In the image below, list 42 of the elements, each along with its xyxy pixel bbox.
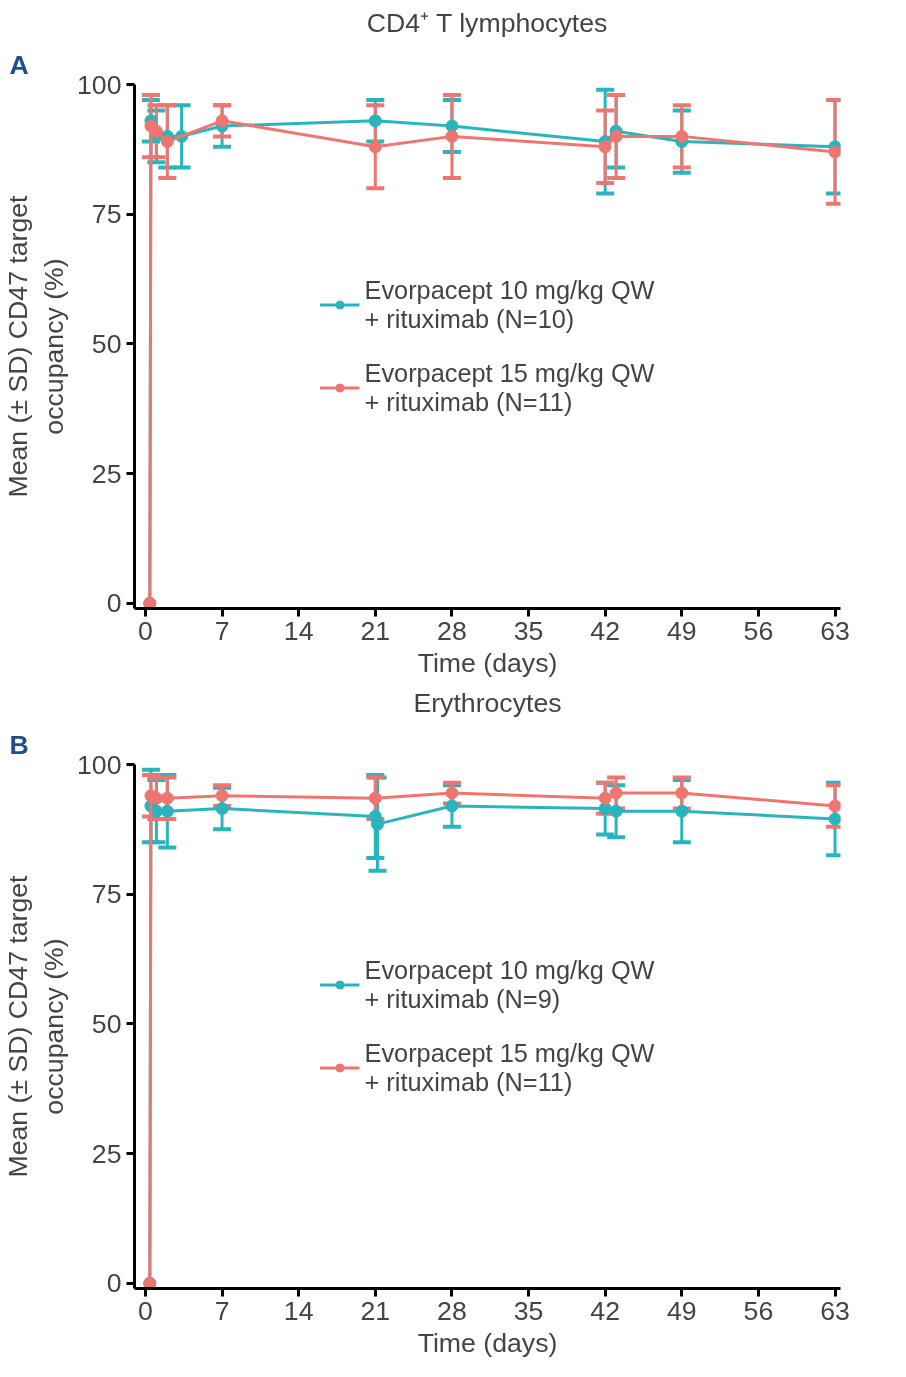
x-tick-label: 49 — [666, 615, 697, 646]
x-tick-label: 0 — [138, 1295, 153, 1326]
x-tick-label: 63 — [820, 615, 850, 646]
x-tick-label: 63 — [820, 1295, 850, 1326]
x-tick-label: 56 — [743, 615, 774, 646]
y-tick-label: 100 — [77, 69, 122, 100]
y-tick-label: 50 — [91, 328, 122, 359]
x-tick-label: 14 — [283, 1295, 314, 1326]
y-tick-label: 25 — [91, 458, 122, 489]
x-tick-label: 28 — [437, 1295, 467, 1326]
x-tick-label: 21 — [360, 615, 391, 646]
y-axis-title: Mean (± SD) CD47 target occupancy (%) — [3, 194, 70, 498]
chart-title: CD4⁺ T lymphocytes — [366, 7, 608, 38]
x-tick-label: 21 — [360, 1295, 391, 1326]
x-tick-label: 0 — [138, 615, 153, 646]
y-tick-label: 100 — [77, 749, 122, 780]
y-axis-title: Mean (± SD) CD47 target occupancy (%) — [3, 874, 70, 1178]
text: A — [9, 49, 29, 80]
x-tick-label: 28 — [437, 615, 467, 646]
x-tick-label: 35 — [513, 1295, 544, 1326]
y-tick-label: 0 — [106, 588, 122, 619]
x-tick-label: 56 — [743, 1295, 774, 1326]
x-axis-title: Time (days) — [417, 1327, 558, 1358]
x-tick-label: 35 — [513, 615, 544, 646]
text: B — [9, 729, 29, 760]
legend-label: Evorpacept 15 mg/kg QW + rituximab (N=11) — [364, 358, 655, 417]
legend-label: Evorpacept 10 mg/kg QW + rituximab (N=9) — [364, 955, 655, 1014]
y-tick-label: 50 — [91, 1008, 122, 1039]
x-tick-label: 42 — [590, 1295, 620, 1326]
x-tick-label: 49 — [666, 1295, 697, 1326]
legend-label: Evorpacept 10 mg/kg QW + rituximab (N=10) — [364, 275, 655, 334]
y-tick-label: 75 — [91, 879, 122, 910]
chart-title: Erythrocytes — [413, 687, 562, 718]
x-tick-label: 7 — [214, 1295, 230, 1326]
x-tick-label: 7 — [214, 615, 230, 646]
x-tick-label: 42 — [590, 615, 620, 646]
legend-label: Evorpacept 15 mg/kg QW + rituximab (N=11) — [364, 1038, 655, 1097]
y-tick-label: 75 — [91, 199, 122, 230]
y-tick-label: 0 — [106, 1268, 122, 1299]
y-tick-label: 25 — [91, 1138, 122, 1169]
x-tick-label: 14 — [283, 615, 314, 646]
x-axis-title: Time (days) — [417, 647, 558, 678]
